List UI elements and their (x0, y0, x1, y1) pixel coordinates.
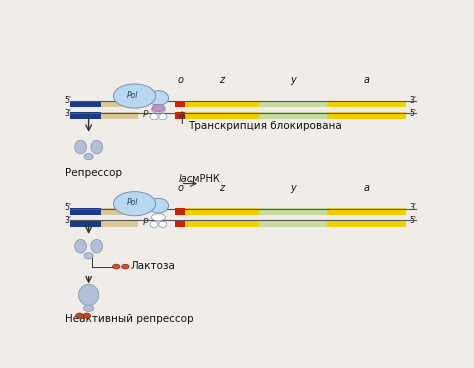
Text: P: P (143, 110, 148, 119)
Ellipse shape (83, 313, 91, 318)
Ellipse shape (152, 214, 165, 221)
Ellipse shape (75, 240, 86, 253)
Bar (327, 100, 406, 107)
Ellipse shape (91, 140, 102, 154)
Ellipse shape (91, 240, 102, 253)
Bar (101, 220, 138, 227)
Bar (327, 208, 406, 215)
Text: P: P (143, 217, 148, 227)
Bar (327, 113, 406, 119)
Text: z: z (219, 183, 225, 193)
Text: Pol: Pol (127, 91, 138, 100)
Text: lac: lac (179, 174, 193, 184)
Ellipse shape (112, 264, 120, 269)
Bar (175, 113, 185, 119)
Bar (101, 100, 138, 107)
Text: Транскрипция блокирована: Транскрипция блокирована (188, 121, 342, 131)
Text: a: a (363, 75, 369, 85)
Ellipse shape (148, 198, 169, 213)
Bar (70, 220, 101, 227)
Text: 5': 5' (409, 109, 416, 118)
Text: z: z (219, 75, 225, 85)
Ellipse shape (84, 153, 93, 160)
Ellipse shape (83, 305, 94, 311)
Ellipse shape (75, 140, 86, 154)
Ellipse shape (152, 105, 165, 112)
Bar (175, 220, 185, 227)
Text: 5': 5' (65, 204, 72, 212)
Text: Pol: Pol (127, 198, 138, 207)
Bar (70, 113, 101, 119)
Bar (70, 100, 101, 107)
Bar (101, 208, 138, 215)
Text: y: y (290, 75, 296, 85)
Bar (327, 220, 406, 227)
Ellipse shape (150, 221, 158, 227)
Ellipse shape (122, 264, 129, 269)
Bar (175, 208, 185, 215)
Text: 5': 5' (409, 216, 416, 226)
Text: 5': 5' (65, 96, 72, 105)
Ellipse shape (79, 284, 99, 305)
Ellipse shape (148, 91, 169, 105)
Ellipse shape (159, 221, 167, 227)
Text: мРНК: мРНК (189, 174, 219, 184)
Text: 3': 3' (65, 216, 72, 226)
Text: 3': 3' (409, 204, 416, 212)
Text: y: y (290, 183, 296, 193)
Ellipse shape (159, 114, 167, 120)
Text: Неактивный репрессор: Неактивный репрессор (65, 314, 193, 324)
Text: o: o (177, 183, 183, 193)
Bar (259, 113, 327, 119)
Bar (185, 113, 259, 119)
Text: 3': 3' (409, 96, 416, 105)
Text: Репрессор: Репрессор (65, 168, 122, 178)
Bar (259, 208, 327, 215)
Bar (259, 100, 327, 107)
Text: 3': 3' (65, 109, 72, 118)
Bar (70, 208, 101, 215)
Bar (259, 220, 327, 227)
Ellipse shape (150, 114, 158, 120)
Bar (185, 208, 259, 215)
Ellipse shape (84, 253, 93, 259)
Text: Лактоза: Лактоза (131, 261, 176, 271)
Ellipse shape (113, 84, 155, 108)
Ellipse shape (113, 192, 155, 216)
Text: a: a (363, 183, 369, 193)
Bar (185, 100, 259, 107)
Text: o: o (177, 75, 183, 85)
Bar (101, 113, 138, 119)
Bar (175, 100, 185, 107)
Ellipse shape (152, 106, 165, 113)
Bar (185, 220, 259, 227)
Ellipse shape (76, 313, 83, 318)
